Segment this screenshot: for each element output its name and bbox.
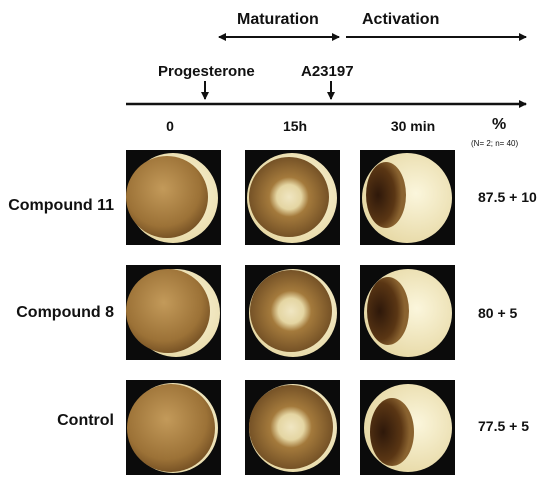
column-header-30min: 30 min <box>390 118 436 134</box>
row-label-compound-11: Compound 11 <box>8 197 114 214</box>
oocyte-image-compound-8-0 <box>126 265 221 360</box>
percent-header: % <box>492 116 507 133</box>
oocyte-image-control-15h <box>245 380 340 475</box>
oocyte-image-control-0 <box>126 380 221 475</box>
oocyte-image-control-30min <box>360 380 455 475</box>
phase-activation: Activation <box>362 11 440 28</box>
oocyte-image-compound-8-15h <box>245 265 340 360</box>
column-header-0: 0 <box>166 118 174 134</box>
phase-maturation: Maturation <box>237 11 319 28</box>
oocyte-image-compound-11-15h <box>245 150 340 245</box>
value-compound-8: 80 + 5 <box>478 305 518 321</box>
event-progesterone: Progesterone <box>158 63 255 80</box>
oocyte-image-compound-11-0 <box>126 150 221 245</box>
value-control: 77.5 + 5 <box>478 418 529 434</box>
oocyte-image-compound-11-30min <box>360 150 455 245</box>
value-compound-11: 87.5 + 10 <box>478 189 537 205</box>
column-header-15h: 15h <box>282 118 308 134</box>
sample-size-note: (N= 2; n= 40) <box>471 139 519 148</box>
event-a23197: A23197 <box>301 63 354 80</box>
row-label-compound-8: Compound 8 <box>16 304 114 321</box>
oocyte-image-compound-8-30min <box>360 265 455 360</box>
row-label-control: Control <box>57 412 114 429</box>
